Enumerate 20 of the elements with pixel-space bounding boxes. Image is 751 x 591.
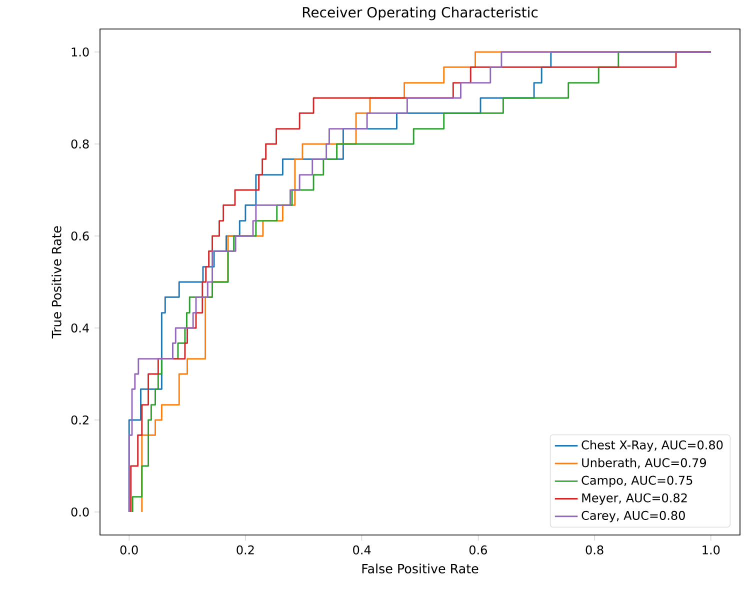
y-tick-label: 0.6: [71, 231, 89, 241]
y-tick-label: 0.0: [71, 507, 89, 517]
legend-label: Campo, AUC=0.75: [582, 476, 692, 488]
legend-label: Carey, AUC=0.80: [582, 510, 685, 522]
legend-label: Meyer, AUC=0.82: [582, 493, 687, 505]
legend-label: Chest X-Ray, AUC=0.80: [582, 440, 723, 452]
y-tick-label: 0.2: [71, 415, 88, 425]
legend-label: Unberath, AUC=0.79: [582, 458, 706, 468]
x-tick-label: 0.8: [586, 545, 604, 554]
x-axis-title: False Positive Rate: [362, 564, 478, 574]
x-tick-label: 0.6: [469, 545, 487, 554]
x-tick-label: 0.0: [120, 545, 138, 554]
y-tick-label: 0.4: [71, 323, 89, 333]
x-tick-label: 0.2: [236, 545, 254, 554]
x-tick-label: 0.4: [353, 545, 371, 554]
y-tick-label: 1.0: [72, 47, 89, 57]
chart-title: Receiver Operating Characteristic: [302, 6, 538, 20]
x-tick-label: 1.0: [702, 545, 720, 554]
y-tick-label: 0.8: [71, 139, 89, 149]
y-axis-title: True Positive Rate: [52, 226, 62, 338]
